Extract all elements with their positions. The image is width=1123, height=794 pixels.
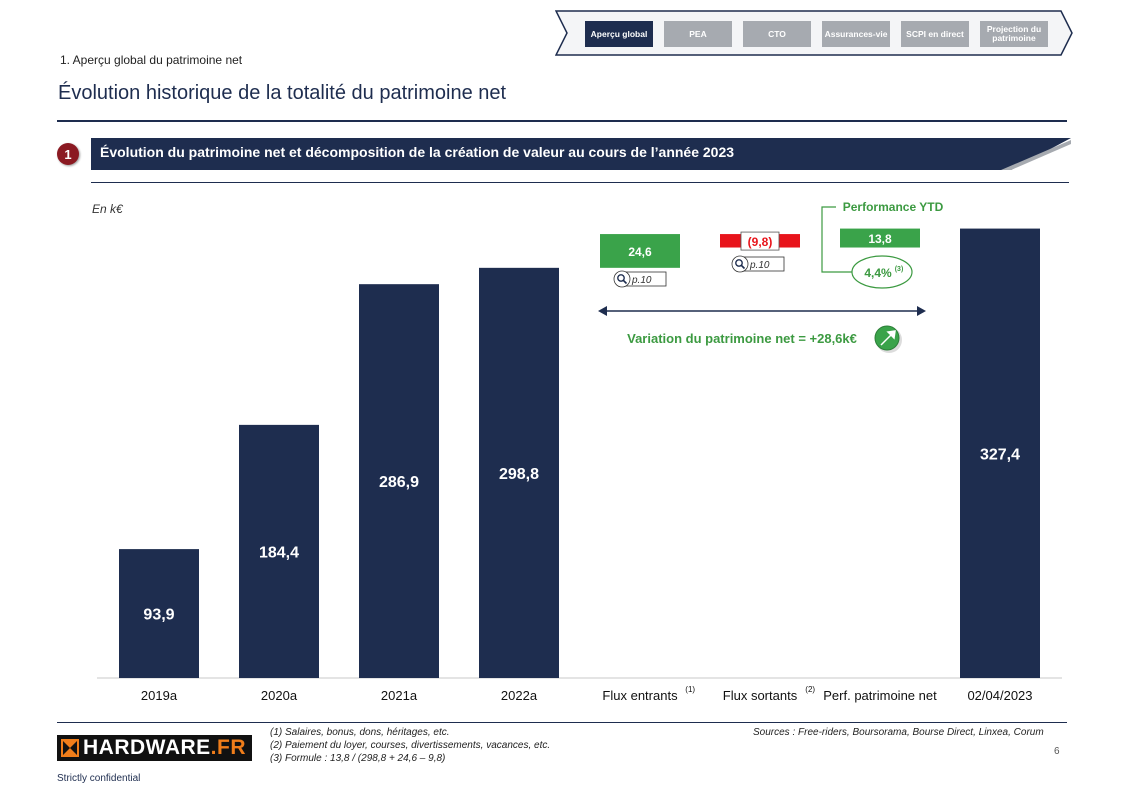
footnote-2: (2) Paiement du loyer, courses, divertis…: [270, 740, 551, 751]
x-tick-label: Flux sortants: [723, 688, 798, 703]
bar-value-label: 24,6: [628, 245, 652, 259]
bar-02/04/2023: [960, 228, 1040, 679]
footer-divider: [57, 722, 1067, 723]
section-banner: [91, 138, 1071, 170]
hardware-logo: HARDWARE.FR: [57, 735, 252, 761]
ref-flux-entrants-text: p.10: [631, 275, 652, 286]
perf-ytd-title: Performance YTD: [843, 200, 944, 214]
footnote-3: (3) Formule : 13,8 / (298,8 + 24,6 – 9,8…: [270, 753, 446, 764]
variation-label: Variation du patrimoine net = +28,6k€: [627, 331, 857, 346]
x-tick-label: Flux entrants: [602, 688, 678, 703]
page-title: Évolution historique de la totalité du p…: [58, 82, 507, 104]
breadcrumb: 1. Aperçu global du patrimoine net: [60, 53, 243, 67]
section-divider: [91, 182, 1069, 183]
bar-value-label: 93,9: [143, 607, 174, 624]
magnifier-lens: [735, 259, 743, 267]
bar-value-label: 286,9: [379, 474, 419, 491]
bar-value-label: (9,8): [748, 235, 773, 249]
x-tick-superscript: (1): [685, 685, 695, 694]
up-arrow-glyph: [880, 330, 896, 346]
section-title: Évolution du patrimoine net et décomposi…: [100, 144, 735, 160]
footnote-1: (1) Salaires, bonus, dons, héritages, et…: [270, 727, 450, 738]
bar-2019a: [119, 549, 199, 678]
tab-projection-patrimoine[interactable]: Projection du patrimoine: [980, 21, 1048, 47]
bar-value-label: 298,8: [499, 466, 539, 483]
magnifier-handle: [740, 264, 746, 270]
tab-apercu-global[interactable]: Aperçu global: [585, 21, 653, 47]
confidential-label: Strictly confidential: [57, 773, 141, 784]
perf-pct-superscript: (3): [895, 266, 904, 273]
logo-text-suffix: .FR: [210, 736, 246, 759]
x-tick-label: 2019a: [141, 688, 178, 703]
ref-flux-sortants-text: p.10: [749, 260, 770, 271]
tab-cto[interactable]: CTO: [743, 21, 811, 47]
sources-note: Sources : Free-riders, Boursorama, Bours…: [753, 727, 1044, 738]
bar-Flux entrants: [600, 234, 680, 268]
magnifier-lens: [617, 274, 625, 282]
x-tick-label: Perf. patrimoine net: [823, 688, 937, 703]
variation-arrow-left: [598, 306, 607, 316]
tab-pea[interactable]: PEA: [664, 21, 732, 47]
tab-assurances-vie[interactable]: Assurances-vie: [822, 21, 890, 47]
bar-value-label: 327,4: [980, 446, 1020, 463]
title-divider: [57, 120, 1067, 122]
magnifier-handle: [622, 279, 628, 285]
x-tick-label: 2020a: [261, 688, 298, 703]
logo-mark-icon: [61, 739, 79, 757]
perf-bracket: [821, 206, 852, 273]
ref-flux-sortants-magnifier-icon: [731, 255, 749, 273]
tab-scpi-en-direct[interactable]: SCPI en direct: [901, 21, 969, 47]
bar-2022a: [479, 267, 559, 678]
x-tick-superscript: (2): [805, 685, 815, 694]
perf-pct-label: 4,4%: [864, 266, 892, 280]
bar-2020a: [239, 424, 319, 678]
x-tick-label: 02/04/2023: [967, 688, 1032, 703]
bar-value-label: 13,8: [868, 232, 892, 246]
page-number: 6: [1054, 746, 1060, 757]
perf-pct-bubble: [851, 255, 913, 289]
section-number-badge: 1: [57, 143, 79, 165]
bar-Perf. patrimoine net: [840, 228, 920, 248]
bar-2021a: [359, 284, 439, 678]
bar-value-label: 184,4: [259, 544, 299, 561]
x-tick-label: 2021a: [381, 688, 418, 703]
x-tick-label: 2022a: [501, 688, 538, 703]
value-box: [740, 231, 780, 251]
logo-text: HARDWARE: [83, 736, 211, 759]
ref-flux-entrants-magnifier-icon: [613, 270, 631, 288]
unit-label: En k€: [92, 202, 123, 216]
variation-arrow-right: [917, 306, 926, 316]
